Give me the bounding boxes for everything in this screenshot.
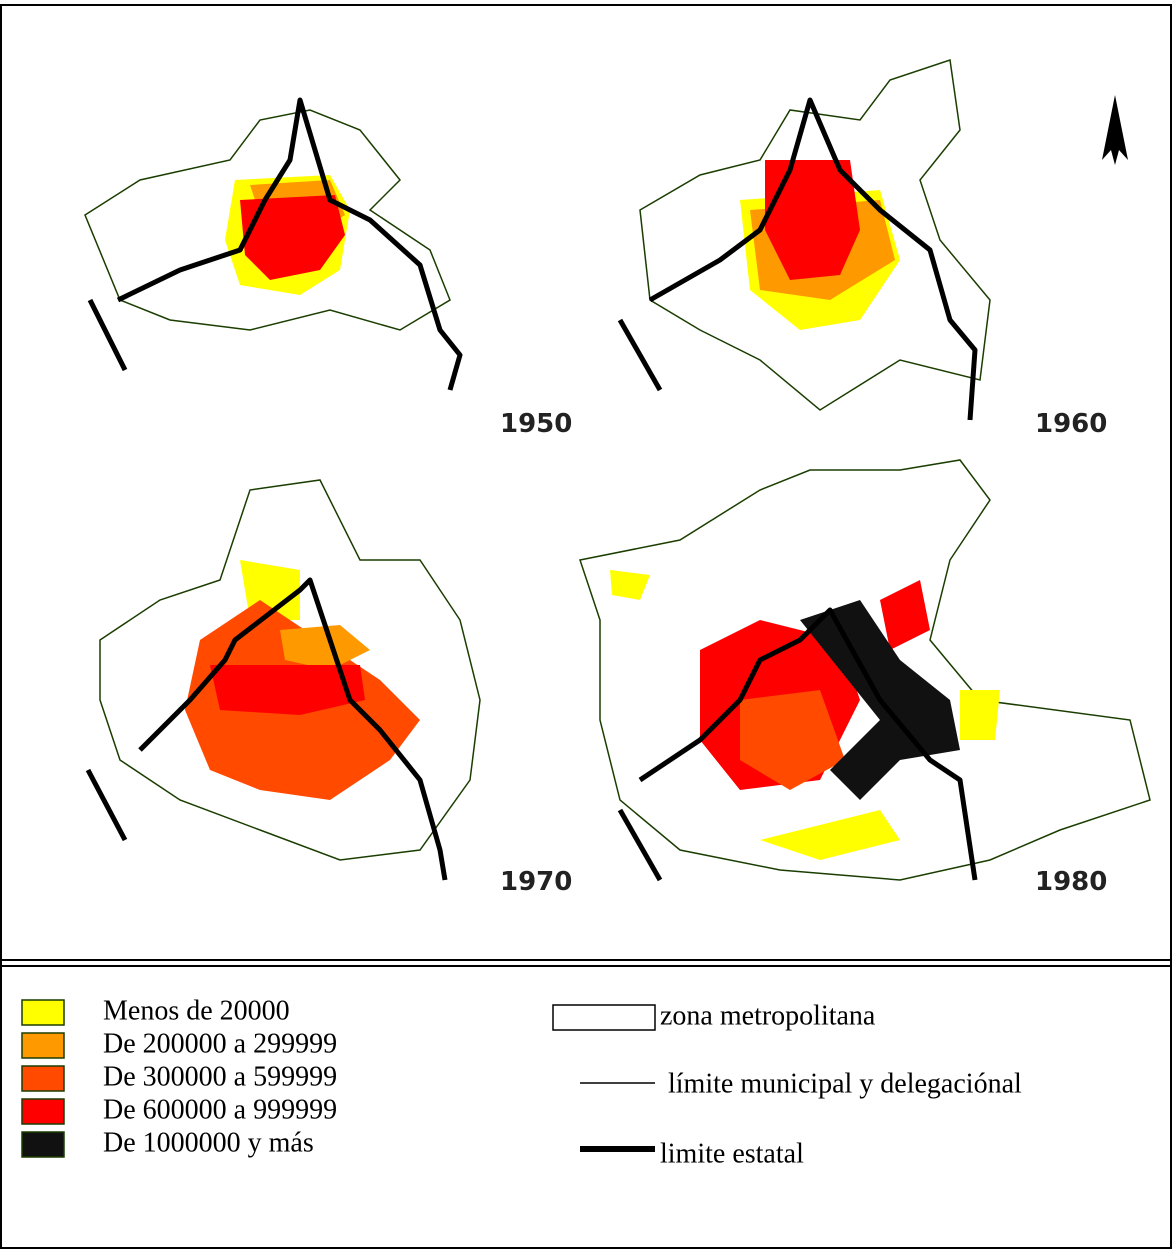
area (740, 690, 845, 790)
state-limit (87, 298, 128, 372)
year: 1980 (1035, 867, 1107, 897)
legend-swatch (21, 1131, 65, 1158)
year: 1960 (1035, 409, 1107, 439)
legend-label: De 200000 a 299999 (103, 1028, 337, 1059)
legend-swatch (21, 999, 65, 1026)
legend-label: Menos de 20000 (103, 995, 290, 1026)
legend-swatch (21, 1065, 65, 1092)
state-limit (138, 577, 448, 881)
frame (0, 4, 1172, 1249)
outline (639, 59, 991, 411)
outline (579, 459, 1151, 881)
state-limit (617, 808, 663, 882)
state-limit (85, 768, 128, 842)
state-limit (116, 97, 463, 391)
legend-label: De 1000000 y más (103, 1127, 314, 1158)
area (210, 665, 365, 715)
area (280, 625, 370, 670)
area (765, 160, 860, 280)
legend-label: De 300000 a 599999 (103, 1061, 337, 1092)
area (240, 195, 345, 280)
legend-label: zona metropolitana (660, 1000, 876, 1031)
year: 1950 (500, 409, 572, 439)
legend-swatch (21, 1098, 65, 1125)
legend-label: límite municipal y delegaciónal (668, 1068, 1022, 1099)
outline (84, 109, 451, 331)
legend-label: limite estatal (660, 1138, 804, 1169)
map-1950: 1950 (84, 97, 572, 439)
metro-swatch (552, 1004, 656, 1031)
legend-label: De 600000 a 999999 (103, 1094, 337, 1125)
north-arrow (1102, 95, 1128, 165)
legend-swatch (21, 1032, 65, 1059)
outline (99, 479, 481, 861)
map-1970: 1970 (85, 479, 572, 897)
state-limit (617, 318, 663, 392)
state-limit (648, 97, 978, 421)
year: 1970 (500, 867, 572, 897)
map-1980: 1980 (579, 459, 1151, 897)
map-1960: 1960 (617, 59, 1107, 439)
legend: zona metropolitana límite municipal y de… (21, 995, 1022, 1169)
state-limit (638, 607, 978, 881)
